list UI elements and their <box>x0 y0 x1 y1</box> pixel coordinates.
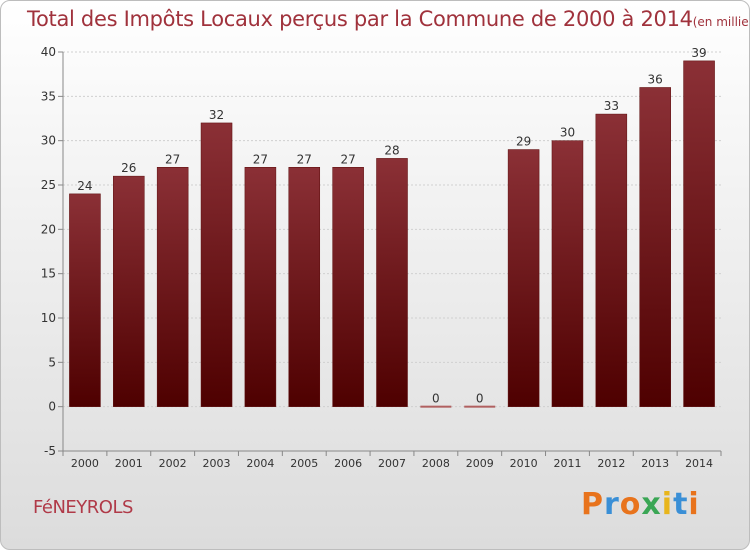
x-tick-label: 2002 <box>159 457 187 470</box>
y-tick-label: -5 <box>44 444 56 458</box>
bar-2003[interactable] <box>200 122 233 407</box>
y-tick-label: 5 <box>48 355 56 369</box>
x-tick-label: 2000 <box>71 457 99 470</box>
bar-2013[interactable] <box>639 87 671 407</box>
data-label: 0 <box>432 392 440 406</box>
bar-2004[interactable] <box>244 167 277 407</box>
x-tick-label: 2008 <box>422 457 450 470</box>
commune-name: FéNEYROLS <box>33 497 133 518</box>
y-tick-label: 20 <box>41 222 56 236</box>
bar-2006[interactable] <box>332 167 364 407</box>
x-tick-label: 2003 <box>203 457 231 470</box>
x-tick-label: 2012 <box>597 457 625 470</box>
x-tick-label: 2013 <box>641 457 669 470</box>
data-label: 39 <box>691 46 706 60</box>
chart-title: Total des Impôts Locaux perçus par la Co… <box>27 7 749 31</box>
bar-2002[interactable] <box>156 167 189 407</box>
bar-layer: 24 26 27 32 27 27 27 28 0 0 29 30 33 36 39 <box>69 46 715 408</box>
x-tick-label: 2014 <box>685 457 713 470</box>
x-tick-label: 2001 <box>115 457 143 470</box>
bar-2011[interactable] <box>551 140 584 407</box>
bar-2001[interactable] <box>113 175 145 407</box>
data-label: 0 <box>476 392 484 406</box>
y-tick-label: 10 <box>41 311 56 325</box>
y-tick-label: 15 <box>41 267 56 281</box>
y-tick-label: 0 <box>48 400 56 414</box>
x-tick-label: 2007 <box>378 457 406 470</box>
bar-2000[interactable] <box>69 193 101 407</box>
data-label: 24 <box>77 179 92 193</box>
x-tick-label: 2011 <box>553 457 581 470</box>
y-tick-label: 25 <box>41 178 56 192</box>
logo-letter: P <box>581 487 604 522</box>
x-tick-label: 2005 <box>290 457 318 470</box>
data-label: 36 <box>648 72 663 86</box>
x-tick-label: 2009 <box>466 457 494 470</box>
data-label: 26 <box>121 161 136 175</box>
logo-letter: o <box>619 487 642 522</box>
data-label: 30 <box>560 126 575 140</box>
data-label: 27 <box>297 152 312 166</box>
logo-letter: x <box>641 487 662 522</box>
bar-2007[interactable] <box>376 158 408 407</box>
data-label: 27 <box>165 152 180 166</box>
bar-2008[interactable] <box>420 405 452 408</box>
chart-unit: (en milliers d'€) <box>692 15 749 29</box>
logo-letter: i <box>661 487 674 522</box>
logo-letter: i <box>688 487 700 522</box>
data-label: 27 <box>340 152 355 166</box>
bar-2005[interactable] <box>288 167 321 407</box>
bar-2012[interactable] <box>595 113 628 407</box>
data-label: 28 <box>384 143 399 157</box>
proxiti-logo[interactable]: Proxiti <box>581 487 700 522</box>
x-tick-label: 2010 <box>510 457 538 470</box>
axis-layer: -5 0 5 10 15 20 25 30 35 40 2000 2001 2002 2003 2004 20… <box>41 45 722 470</box>
data-label: 29 <box>516 135 531 149</box>
bar-2010[interactable] <box>507 149 540 407</box>
y-tick-label: 40 <box>41 45 56 59</box>
y-tick-label: 30 <box>41 134 56 148</box>
logo-letter: t <box>673 487 689 522</box>
bar-2014[interactable] <box>683 60 715 407</box>
bar-2009[interactable] <box>464 405 496 408</box>
x-tick-label: 2006 <box>334 457 362 470</box>
logo-letter: r <box>604 487 620 522</box>
data-label: 33 <box>604 99 619 113</box>
data-label: 27 <box>253 152 268 166</box>
data-label: 32 <box>209 108 224 122</box>
y-tick-label: 35 <box>41 89 56 103</box>
x-tick-label: 2004 <box>246 457 274 470</box>
